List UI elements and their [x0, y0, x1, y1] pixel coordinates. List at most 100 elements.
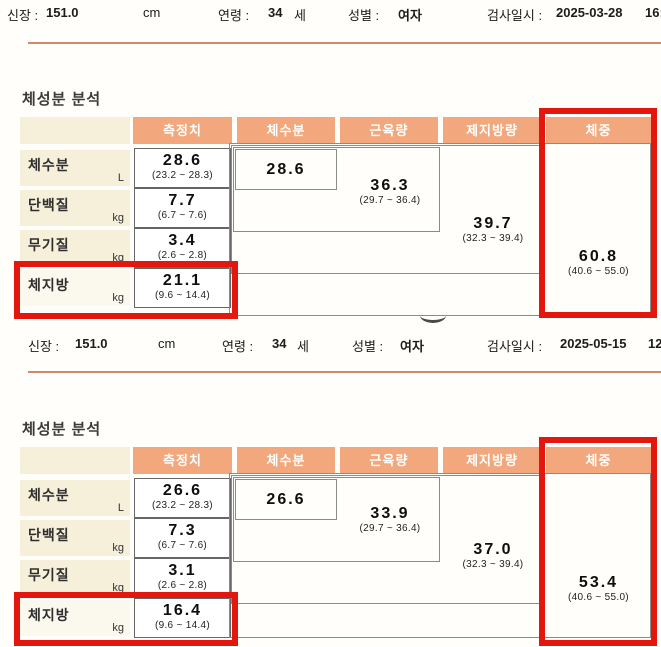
- measured-value: 3.4: [168, 232, 197, 249]
- row-unit: kg: [112, 212, 124, 224]
- exam-date-label: 검사일시 :: [487, 8, 543, 23]
- row-unit: kg: [112, 252, 124, 264]
- sex-value: 여자: [398, 8, 422, 23]
- height-unit: cm: [158, 336, 176, 351]
- header-corner-cell: [20, 447, 130, 474]
- measured-value: 7.3: [168, 522, 197, 539]
- row-label: 체수분: [28, 157, 70, 173]
- measured-value: 16.4: [162, 602, 203, 619]
- lean-mass-total: 39.7 (32.3 ~ 39.4): [443, 212, 543, 244]
- row-unit: kg: [112, 292, 124, 304]
- age-label: 연령 :: [218, 8, 250, 23]
- header-cell-weight: 체중: [546, 117, 651, 144]
- lean-mass-range: (32.3 ~ 39.4): [462, 233, 524, 244]
- body-composition-section-2: 체성분 분석 측정치 체수분 근육량 제지방량 체중 체수분 L 단백질 kg …: [0, 418, 661, 647]
- height-value: 151.0: [75, 336, 108, 351]
- row-unit: L: [117, 172, 124, 184]
- measured-value-box: 28.6 (23.2 ~ 28.3): [134, 148, 231, 188]
- exam-date-label: 검사일시 :: [487, 339, 543, 354]
- measured-value: 26.6: [162, 482, 203, 499]
- measured-value-box: 26.6 (23.2 ~ 28.3): [134, 478, 231, 518]
- measured-value: 21.1: [162, 272, 203, 289]
- row-label: 무기질: [28, 237, 70, 253]
- measured-value: 28.6: [162, 152, 203, 169]
- header-cell-lean-mass: 제지방량: [443, 117, 541, 144]
- patient-info-row: 신장 : 151.0 cm 연령 : 34 세 성별 : 여자 검사일시 : 2…: [0, 5, 661, 25]
- row-label: 체지방: [28, 277, 70, 293]
- normal-range: (2.6 ~ 2.8): [157, 580, 208, 591]
- exam-time-value: 16:: [645, 5, 661, 20]
- muscle-range: (29.7 ~ 36.4): [359, 523, 421, 534]
- height-label: 신장 :: [7, 8, 39, 23]
- annotation-weight-highlight-1: [539, 108, 657, 318]
- body-water-value: 28.6: [266, 161, 306, 178]
- section-title: 체성분 분석: [22, 421, 102, 438]
- row-label: 단백질: [28, 197, 70, 213]
- weight-total: 53.4 (40.6 ~ 55.0): [546, 571, 651, 603]
- lean-mass-total: 37.0 (32.3 ~ 39.4): [443, 538, 543, 570]
- muscle-value: 36.3: [370, 177, 410, 194]
- row-label-protein: 단백질 kg: [20, 190, 130, 226]
- header-cell-weight: 체중: [546, 447, 651, 474]
- height-label: 신장 :: [28, 339, 60, 354]
- row-label-mineral: 무기질 kg: [20, 560, 130, 596]
- muscle-value: 33.9: [370, 505, 410, 522]
- lean-mass-value: 39.7: [473, 215, 513, 232]
- measured-value-box: 7.7 (6.7 ~ 7.6): [134, 188, 231, 228]
- row-unit: kg: [112, 582, 124, 594]
- height-unit: cm: [143, 5, 161, 20]
- weight-total: 60.8 (40.6 ~ 55.0): [546, 245, 651, 277]
- weight-range: (40.6 ~ 55.0): [568, 266, 629, 277]
- row-label-protein: 단백질 kg: [20, 520, 130, 556]
- age-unit: 세: [297, 339, 309, 354]
- weight-value: 60.8: [578, 248, 619, 265]
- lean-mass-range: (32.3 ~ 39.4): [462, 559, 524, 570]
- muscle-outline-box: [233, 147, 440, 232]
- annotation-body-fat-highlight-1: [14, 261, 238, 319]
- row-label-body-fat: 체지방 kg: [20, 270, 130, 306]
- weight-range: (40.6 ~ 55.0): [568, 592, 629, 603]
- header-corner-cell: [20, 117, 130, 144]
- body-water-total: 28.6: [237, 149, 335, 190]
- measured-value: 7.7: [168, 192, 197, 209]
- exam-date-value: 2025-03-28: [556, 5, 623, 20]
- age-value: 34: [272, 336, 287, 351]
- normal-range: (23.2 ~ 28.3): [152, 170, 213, 181]
- row-label: 체지방: [28, 607, 70, 623]
- header-cell-measured: 측정치: [133, 447, 232, 474]
- annotation-weight-highlight-2: [539, 437, 657, 646]
- measured-value: 3.1: [168, 562, 197, 579]
- normal-range: (23.2 ~ 28.3): [152, 500, 213, 511]
- row-label-body-water: 체수분 L: [20, 150, 130, 186]
- normal-range: (9.6 ~ 14.4): [154, 620, 211, 631]
- muscle-range: (29.7 ~ 36.4): [359, 195, 421, 206]
- row-label: 무기질: [28, 567, 70, 583]
- age-unit: 세: [294, 8, 306, 23]
- header-cell-measured: 측정치: [133, 117, 232, 144]
- divider-rule: [28, 42, 661, 44]
- body-water-outline-box: [235, 149, 337, 190]
- muscle-outline-box: [233, 477, 440, 562]
- annotation-body-fat-highlight-2: [14, 592, 238, 646]
- normal-range: (2.6 ~ 2.8): [157, 250, 208, 261]
- body-water-outline-box: [235, 479, 337, 520]
- header-cell-muscle: 근육량: [340, 447, 438, 474]
- row-unit: kg: [112, 542, 124, 554]
- exam-date-value: 2025-05-15: [560, 336, 627, 351]
- patient-info-row: 신장 : 151.0 cm 연령 : 34 세 성별 : 여자 검사일시 : 2…: [0, 336, 661, 356]
- header-cell-body-water: 체수분: [237, 117, 335, 144]
- normal-range: (6.7 ~ 7.6): [157, 210, 208, 221]
- sex-label: 성별 :: [348, 8, 380, 23]
- row-label-body-fat: 체지방 kg: [20, 600, 130, 636]
- header-cell-lean-mass: 제지방량: [443, 447, 541, 474]
- row-unit: L: [117, 502, 124, 514]
- body-water-total: 26.6: [237, 479, 335, 520]
- row-label-mineral: 무기질 kg: [20, 230, 130, 266]
- age-label: 연령 :: [222, 339, 254, 354]
- sex-label: 성별 :: [352, 339, 384, 354]
- age-value: 34: [268, 5, 283, 20]
- normal-range: (9.6 ~ 14.4): [154, 290, 211, 301]
- lean-mass-value: 37.0: [473, 541, 513, 558]
- body-composition-section-1: 체성분 분석 측정치 체수분 근육량 제지방량 체중 체수분 L 단백질 kg …: [0, 88, 661, 323]
